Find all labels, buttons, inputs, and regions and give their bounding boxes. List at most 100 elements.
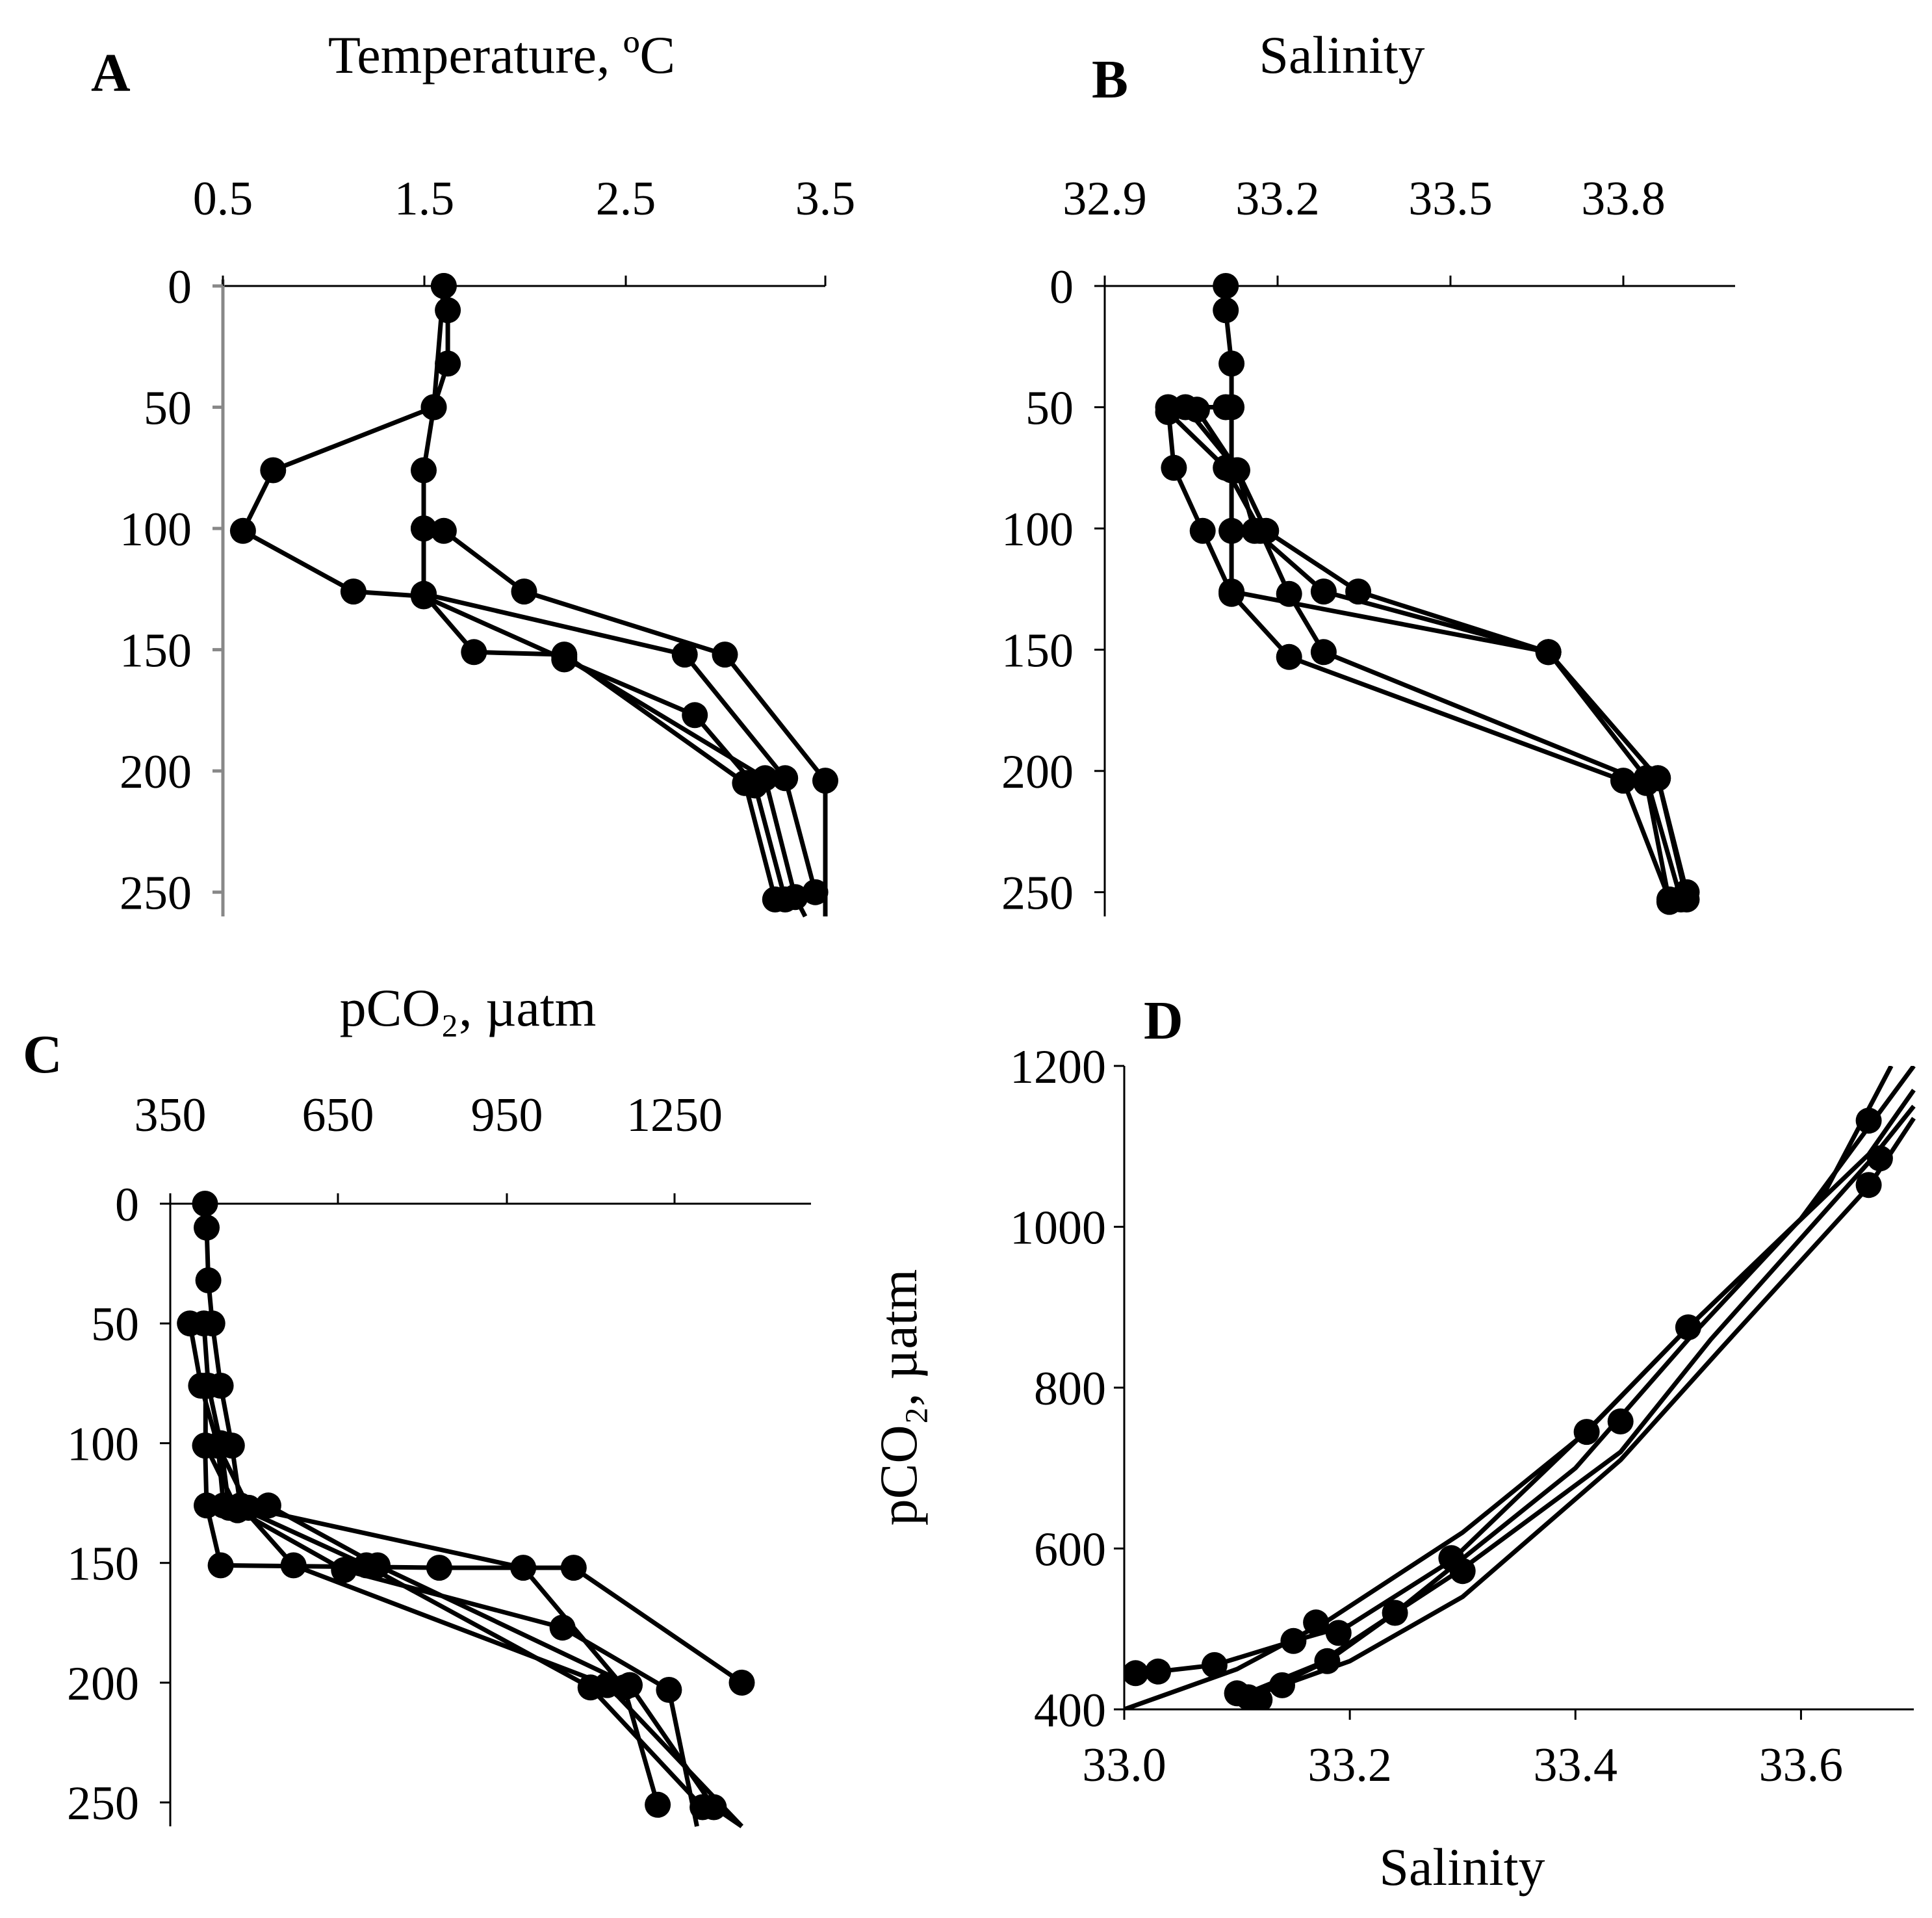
x-tick-label: 33.5 [1408, 172, 1493, 226]
y-tick-label: 200 [1001, 745, 1074, 799]
data-point [435, 350, 461, 377]
y-tick-label: 50 [144, 382, 192, 435]
data-point [1218, 350, 1245, 377]
data-point [1276, 643, 1302, 670]
data-point [1310, 578, 1337, 605]
data-point [762, 886, 788, 913]
y-tick-label: 250 [120, 867, 192, 920]
x-tick-label: 950 [471, 1089, 543, 1142]
series-line-3 [201, 1323, 743, 1828]
x-tick-label: 1250 [626, 1089, 723, 1142]
panel-a: A Temperature, ºC 0.5 1.5 2.5 3.5 0 50 100 150 200… [91, 25, 855, 920]
data-point [411, 580, 437, 607]
data-point [1310, 639, 1337, 666]
x-tick-label: 0.5 [193, 172, 253, 226]
data-point [812, 768, 838, 794]
series-line-4 [1135, 1089, 1916, 1676]
data-point [1218, 580, 1245, 607]
data-point [511, 578, 537, 605]
data-point [1866, 1145, 1893, 1172]
data-point [1607, 1408, 1634, 1434]
data-point [1213, 454, 1239, 481]
data-point [1325, 1620, 1352, 1646]
data-point [772, 765, 799, 792]
data-point [420, 394, 447, 421]
data-point [1675, 1314, 1701, 1341]
data-point [435, 297, 461, 324]
data-point [430, 273, 457, 299]
data-point [192, 1373, 219, 1399]
y-tick-label: 1000 [1010, 1202, 1106, 1255]
series-line-1 [1124, 1066, 1916, 1709]
x-tick-label: 33.2 [1307, 1739, 1392, 1792]
data-point [1145, 1658, 1172, 1685]
data-point [701, 1794, 727, 1821]
data-point [510, 1555, 537, 1581]
series-line-6 [216, 1444, 660, 1806]
x-axis-label: Salinity [1379, 1837, 1545, 1897]
x-tick-label: 32.9 [1063, 172, 1147, 226]
y-tick-label: 200 [120, 745, 192, 799]
y-tick-label: 600 [1034, 1523, 1106, 1577]
data-point [461, 639, 487, 666]
y-tick-label: 100 [1001, 503, 1074, 556]
data-point [190, 1310, 217, 1337]
y-tick-label: 250 [67, 1777, 139, 1830]
data-point [1303, 1609, 1330, 1636]
data-point [1246, 1687, 1273, 1709]
data-point [802, 879, 829, 905]
y-tick-label: 100 [67, 1418, 139, 1471]
y-tick-label: 800 [1034, 1362, 1106, 1416]
y-tick-label: 100 [120, 503, 192, 556]
data-point [1382, 1600, 1408, 1626]
y-axis-label: pCO₂, µatm [869, 1269, 928, 1526]
y-tick-label: 150 [120, 625, 192, 678]
data-point [1183, 396, 1210, 423]
data-point [430, 517, 457, 544]
data-point [645, 1791, 671, 1818]
data-point [671, 641, 698, 668]
data-point [611, 1674, 638, 1701]
x-tick-label: 33.2 [1235, 172, 1320, 226]
data-point [1155, 394, 1181, 421]
panel-d: D 33.0 33.2 33.4 33.6 400 600 800 1000 1200 Salini… [869, 991, 1916, 1897]
axis-title: pCO₂, µatm [340, 978, 597, 1037]
y-tick-label: 0 [168, 261, 192, 314]
data-point [560, 1555, 587, 1581]
series-line-3 [1194, 408, 1689, 900]
x-tick-label: 2.5 [596, 172, 656, 226]
series-line-1 [421, 285, 818, 893]
data-point [207, 1552, 234, 1579]
series-line-2 [240, 285, 788, 900]
series-line-1 [203, 1203, 744, 1828]
axis-title: Salinity [1259, 25, 1424, 84]
data-point [1189, 517, 1216, 544]
data-point [577, 1674, 604, 1701]
data-point [551, 643, 578, 670]
data-point [1345, 578, 1372, 605]
data-point [1213, 297, 1239, 324]
y-tick-label: 150 [67, 1538, 139, 1591]
data-point [411, 457, 437, 484]
y-tick-label: 0 [1050, 261, 1074, 314]
panel-letter: D [1144, 991, 1183, 1051]
data-point [411, 515, 437, 542]
panel-letter: C [23, 1024, 62, 1085]
data-point [732, 770, 758, 796]
data-point [229, 517, 256, 544]
data-point [682, 702, 708, 729]
x-tick-label: 33.6 [1759, 1739, 1844, 1792]
y-tick-label: 150 [1001, 625, 1074, 678]
data-point [260, 457, 287, 484]
x-tick-label: 33.4 [1534, 1739, 1618, 1792]
data-point [1449, 1558, 1476, 1585]
y-tick-label: 0 [115, 1178, 139, 1232]
series-line-3 [1236, 1104, 1916, 1700]
plot-area [1124, 1066, 1916, 1709]
axis-title: Temperature, ºC [328, 25, 675, 84]
data-point [1610, 768, 1636, 794]
series-line-5 [1247, 1066, 1894, 1696]
y-tick-label: 1200 [1010, 1041, 1106, 1094]
